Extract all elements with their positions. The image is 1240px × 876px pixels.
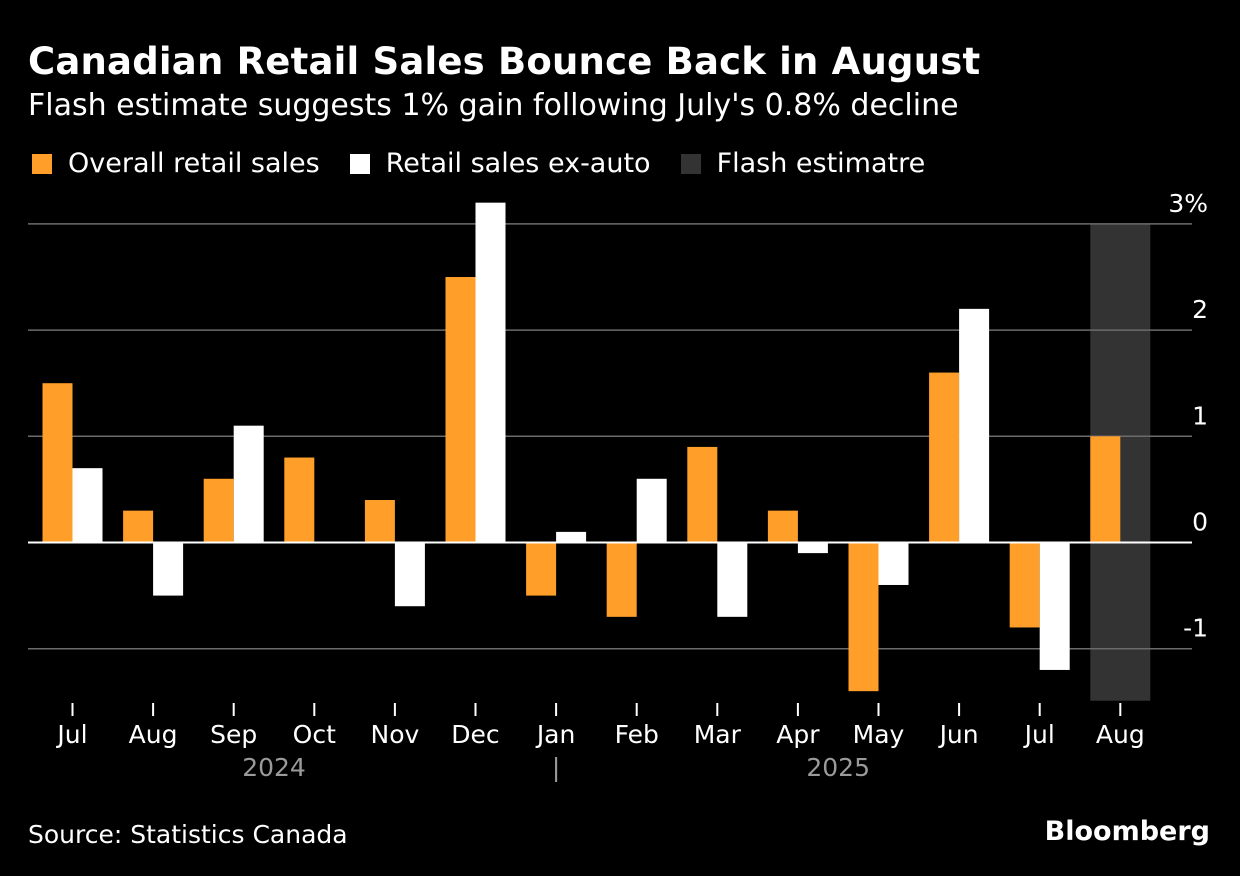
legend-swatch-flash (680, 153, 701, 174)
y-tick-label: -1 (1183, 614, 1208, 643)
legend-label-overall: Overall retail sales (68, 148, 320, 179)
legend-swatch-overall (32, 153, 52, 174)
year-label: 2025 (806, 753, 870, 782)
bar-overall (1090, 436, 1121, 543)
bar-ex-auto (72, 468, 103, 543)
bar-ex-auto (878, 542, 909, 585)
x-tick-label: Apr (776, 720, 820, 749)
chart-legend: Overall retail sales Retail sales ex-aut… (32, 148, 955, 179)
bar-ex-auto (153, 542, 184, 596)
bloomberg-logo: Bloomberg (1044, 816, 1210, 847)
source-note: Source: Statistics Canada (28, 820, 348, 849)
bar-overall (364, 500, 395, 543)
bar-overall (123, 510, 154, 543)
bar-ex-auto (394, 542, 425, 607)
bar-overall (606, 542, 637, 617)
y-tick-label: 2 (1192, 295, 1208, 324)
bar-overall (929, 372, 960, 543)
x-tick-label: Mar (694, 720, 742, 749)
legend-item-overall: Overall retail sales (32, 148, 320, 179)
x-tick-label: Sep (210, 720, 257, 749)
bar-overall (284, 457, 315, 543)
bar-ex-auto (797, 542, 828, 554)
bar-ex-auto (1039, 542, 1070, 670)
x-tick-label: Jul (1023, 720, 1055, 749)
x-tick-label: Jan (535, 720, 576, 749)
bar-ex-auto (475, 202, 506, 543)
legend-item-ex-auto: Retail sales ex-auto (349, 148, 651, 179)
bar-overall (848, 542, 879, 692)
x-tick-label: May (853, 720, 905, 749)
x-tick-label: Jun (938, 720, 979, 749)
bar-overall (526, 542, 557, 596)
bar-overall (203, 478, 234, 543)
x-tick-label: Dec (451, 720, 499, 749)
bar-overall (767, 510, 798, 543)
x-tick-label: Feb (615, 720, 659, 749)
legend-label-flash: Flash estimatre (716, 148, 926, 179)
bar-ex-auto (636, 478, 667, 543)
x-tick-label: Aug (129, 720, 178, 749)
bar-ex-auto (556, 531, 587, 543)
x-tick-label: Nov (371, 720, 420, 749)
bar-overall (687, 446, 718, 543)
legend-swatch-ex-auto (349, 153, 370, 174)
chart-title: Canadian Retail Sales Bounce Back in Aug… (28, 40, 981, 83)
bar-ex-auto (717, 542, 748, 617)
x-tick-label: Jul (55, 720, 87, 749)
x-tick-label: Aug (1096, 720, 1145, 749)
bar-overall (445, 277, 476, 543)
year-label: 2024 (242, 753, 306, 782)
bar-overall (1009, 542, 1040, 628)
bar-ex-auto (959, 308, 990, 543)
chart-subtitle: Flash estimate suggests 1% gain followin… (28, 88, 959, 123)
bar-overall (42, 383, 73, 543)
x-tick-label: Oct (293, 720, 336, 749)
legend-item-flash: Flash estimatre (680, 148, 926, 179)
y-tick-label: 3% (1168, 189, 1208, 218)
year-separator: | (552, 753, 560, 782)
y-tick-label: 0 (1192, 508, 1208, 537)
bar-ex-auto (233, 425, 264, 543)
legend-label-ex-auto: Retail sales ex-auto (385, 148, 651, 179)
y-tick-label: 1 (1192, 401, 1208, 430)
